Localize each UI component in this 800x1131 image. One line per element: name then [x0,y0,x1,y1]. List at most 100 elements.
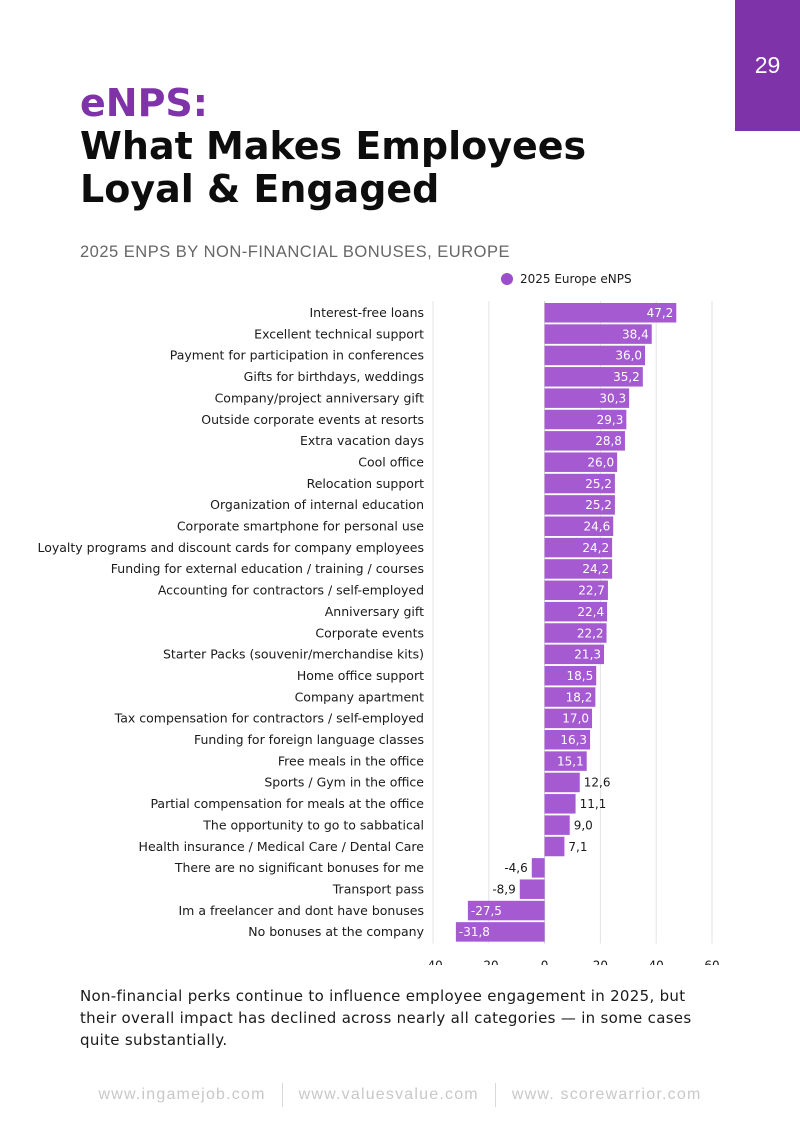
data-label: 26,0 [587,455,614,469]
title-line-1: What Makes Employees [80,124,587,168]
data-label: 35,2 [613,370,640,384]
category-label: Loyalty programs and discount cards for … [37,540,424,555]
footer-divider [494,1083,496,1107]
category-label: Relocation support [307,476,424,491]
legend-marker [501,273,513,285]
data-label: -8,9 [492,882,515,896]
category-label: No bonuses at the company [248,924,424,939]
bar [544,623,607,643]
data-label: 16,3 [560,733,587,747]
data-label: -27,5 [471,904,502,918]
category-label: Outside corporate events at resorts [201,412,424,427]
data-label: 25,2 [585,477,612,491]
data-label: 38,4 [622,327,649,341]
bar [544,473,615,494]
page-number-tab: 29 [735,0,800,131]
category-label: Cool office [358,454,424,469]
data-label: 15,1 [557,754,584,768]
bar [544,772,580,793]
data-label: 30,3 [599,391,626,405]
data-label: 22,2 [577,626,604,640]
data-label: 24,2 [582,562,609,576]
category-label: Funding for foreign language classes [194,732,424,747]
bar [519,879,545,899]
x-tick-label: -20 [479,959,499,966]
category-label: Funding for external education / trainin… [111,561,424,576]
category-label: Interest-free loans [309,305,424,320]
page-number: 29 [754,52,781,78]
category-label: Accounting for contractors / self-employ… [158,583,424,598]
category-label: Sports / Gym in the office [264,775,424,790]
category-label: Tax compensation for contractors / self-… [114,711,424,726]
bar [544,537,613,558]
data-label: 24,2 [582,541,609,555]
summary-text: Non-financial perks continue to influenc… [80,987,692,1049]
category-label: Anniversary gift [325,604,424,619]
bar [544,815,570,835]
data-label: 24,6 [584,520,611,534]
category-label: Excellent technical support [254,326,424,341]
category-label: Corporate events [315,625,424,640]
data-label: 28,8 [595,434,622,448]
category-label: Free meals in the office [278,753,424,768]
bar [544,687,596,707]
bar [455,922,545,942]
data-label: 7,1 [568,840,587,854]
chart-subtitle: 2025 ENPS BY NON-FINANCIAL BONUSES, EURO… [80,243,510,261]
bar [544,431,625,451]
bar [544,665,597,686]
bar [544,303,677,323]
bar [544,794,576,814]
data-label: -4,6 [504,861,527,875]
title-accent: eNPS: [80,81,208,125]
bar [544,580,608,601]
bar [544,367,643,387]
data-label: -31,8 [459,925,490,939]
x-tick-label: -40 [423,959,443,966]
bar [544,495,615,515]
bar [467,900,545,921]
footer-link-scorewarrior[interactable]: www. scorewarrior.com [511,1086,702,1103]
category-label: Extra vacation days [300,433,424,448]
category-label: Partial compensation for meals at the of… [150,796,424,811]
category-label: Home office support [297,668,424,683]
footer-link-ingamejob[interactable]: www.ingamejob.com [98,1086,266,1103]
data-label: 17,0 [562,712,589,726]
category-label: Health insurance / Medical Care / Dental… [139,839,425,854]
bar [544,836,565,857]
data-label: 18,5 [566,669,593,683]
bar [544,345,646,366]
bar [544,324,652,344]
bar [544,601,608,622]
data-label: 11,1 [580,797,607,811]
footer: www.ingamejob.com www.valuesvalue.com ww… [0,1083,800,1107]
data-label: 22,7 [578,584,605,598]
data-label: 9,0 [574,818,593,832]
bar [544,751,587,771]
bar [544,388,630,408]
footer-link-valuesvalue[interactable]: www.valuesvalue.com [298,1086,479,1103]
category-label: Im a freelancer and dont have bonuses [178,903,424,918]
bar [544,730,591,750]
data-label: 21,3 [574,648,601,662]
title-line-2: Loyal & Engaged [80,167,440,211]
category-label: Organization of internal education [210,497,424,512]
category-label: Gifts for birthdays, weddings [244,369,424,384]
x-tick-label: 0 [541,959,549,966]
data-label: 22,4 [577,605,604,619]
x-tick-label: 40 [649,959,664,966]
data-label: 36,0 [615,349,642,363]
enps-bar-chart: 2025 Europe eNPS Interest-free loans 47,2 E… [37,272,719,966]
x-tick-label: 20 [593,959,608,966]
page-title: eNPS: What Makes Employees Loyal & Engag… [80,82,586,211]
data-label: 29,3 [597,413,624,427]
data-label: 25,2 [585,498,612,512]
category-label: Payment for participation in conferences [170,348,424,363]
category-label: The opportunity to go to sabbatical [202,817,424,832]
data-label: 47,2 [647,306,674,320]
legend-label: 2025 Europe eNPS [520,272,632,286]
bar [544,644,605,665]
bar [544,452,618,472]
category-label: Transport pass [332,881,424,896]
bar [544,559,613,579]
